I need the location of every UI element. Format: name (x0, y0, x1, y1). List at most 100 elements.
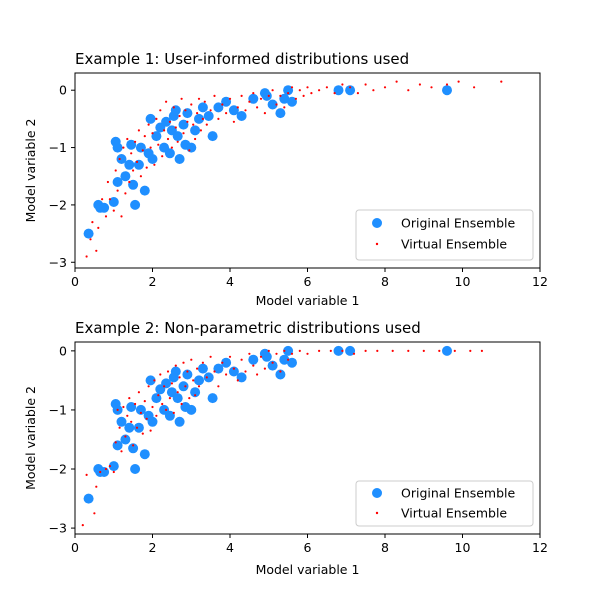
virtual-ensemble-point (95, 249, 98, 252)
virtual-ensemble-point (170, 382, 173, 385)
chart-title: Example 1: User-informed distributions u… (75, 50, 409, 68)
original-ensemble-point (287, 357, 297, 368)
virtual-ensemble-point (99, 470, 102, 474)
original-ensemble-point (279, 93, 290, 104)
virtual-ensemble-point (232, 120, 235, 123)
virtual-ensemble-point (95, 485, 98, 488)
virtual-ensemble-point (151, 405, 154, 409)
virtual-ensemble-point (112, 470, 115, 474)
virtual-ensemble-point (259, 355, 263, 358)
subplot-2: Example 2: Non-parametric distributions … (23, 319, 548, 577)
virtual-ensemble-point (252, 364, 255, 367)
virtual-ensemble-point (213, 370, 216, 373)
original-ensemble-point (203, 372, 214, 383)
virtual-ensemble-point (143, 135, 146, 138)
virtual-ensemble-point (259, 97, 263, 100)
virtual-ensemble-point (137, 391, 140, 394)
original-ensemble-point (172, 131, 183, 142)
y-axis-ticks: 0 −1 −2 −3 (49, 343, 75, 536)
original-ensemble-point (126, 139, 137, 150)
virtual-ensemble-point (188, 397, 191, 400)
virtual-ensemble-point (172, 411, 175, 414)
virtual-ensemble-point (124, 192, 127, 195)
virtual-ensemble-point (176, 140, 179, 143)
x-tick-label: 4 (226, 540, 234, 555)
virtual-ensemble-point (364, 349, 367, 352)
virtual-ensemble-point (457, 80, 460, 83)
virtual-ensemble-point (364, 83, 367, 86)
virtual-ensemble-point (159, 373, 162, 376)
virtual-ensemble-point (93, 512, 96, 515)
original-ensemble-point (170, 105, 181, 116)
virtual-ensemble-point (153, 379, 156, 382)
virtual-ensemble-point (283, 349, 286, 352)
original-ensemble-point (203, 111, 214, 121)
legend-box (355, 209, 534, 261)
original-ensemble-point (221, 96, 232, 107)
virtual-ensemble-point (244, 370, 247, 373)
original-ensemble-point (182, 369, 193, 380)
original-ensemble-point (120, 171, 131, 182)
virtual-ensemble-point (203, 100, 206, 103)
virtual-ensemble-point (418, 83, 421, 86)
x-tick-label: 4 (226, 274, 234, 289)
virtual-ensemble-point (182, 132, 185, 135)
x-tick-label: 2 (149, 540, 157, 555)
virtual-ensemble-point (188, 149, 191, 152)
virtual-ensemble-point (132, 169, 135, 172)
original-ensemble-point (190, 125, 201, 136)
original-ensemble-point (228, 105, 239, 116)
virtual-ensemble-point (184, 385, 187, 388)
original-ensemble-point (261, 90, 272, 101)
virtual-ensemble-point (430, 86, 433, 89)
virtual-ensemble-point (122, 405, 125, 409)
virtual-ensemble-point (422, 349, 425, 352)
original-ensemble-point (130, 199, 141, 210)
virtual-ensemble-point (155, 117, 158, 120)
original-ensemble-point (112, 177, 123, 187)
virtual-ensemble-point (81, 524, 84, 527)
y-axis-ticks: 0 −1 −2 −3 (49, 83, 75, 270)
original-ensemble-point (213, 363, 224, 374)
virtual-ensemble-point (244, 109, 247, 112)
virtual-ensemble-point (143, 400, 146, 403)
virtual-ensemble-point (256, 373, 259, 376)
x-tick-label: 0 (71, 274, 79, 289)
original-ensemble-point (139, 449, 150, 460)
virtual-ensemble-point (205, 123, 208, 126)
original-ensemble-point (248, 354, 259, 365)
virtual-ensemble-point (166, 137, 170, 141)
virtual-ensemble-point (168, 120, 171, 123)
original-ensemble-point (135, 404, 146, 415)
virtual-ensemble-point (248, 100, 251, 103)
virtual-ensemble-point (197, 97, 201, 100)
virtual-ensemble-point (221, 103, 224, 106)
original-ensemble-point (164, 410, 175, 421)
virtual-ensemble-point (294, 97, 297, 100)
x-axis-label: Model variable 1 (256, 293, 360, 308)
original-ensemble-point (139, 185, 150, 196)
original-ensemble-point (128, 179, 139, 190)
original-ensemble-point (151, 393, 162, 404)
virtual-ensemble-point (329, 349, 332, 352)
legend-marker-original (372, 218, 382, 228)
virtual-ensemble-point (182, 361, 185, 364)
original-ensemble-point (186, 142, 197, 153)
virtual-ensemble-point (161, 155, 164, 158)
virtual-ensemble-point (112, 209, 115, 212)
virtual-ensemble-point (122, 146, 125, 149)
original-ensemble-point (83, 228, 94, 239)
y-tick-label: −1 (49, 140, 67, 155)
virtual-ensemble-point (184, 109, 187, 112)
original-ensemble-point (248, 93, 259, 104)
virtual-ensemble-point (256, 106, 259, 109)
original-ensemble-point (345, 85, 356, 96)
virtual-ensemble-point (145, 417, 148, 420)
original-ensemble-point (164, 148, 175, 159)
virtual-ensemble-point (283, 106, 286, 109)
original-ensemble-point (279, 354, 290, 365)
virtual-ensemble-point (166, 370, 170, 373)
virtual-ensemble-point (196, 367, 199, 370)
virtual-ensemble-point (165, 408, 168, 411)
original-ensemble-point (108, 197, 119, 207)
